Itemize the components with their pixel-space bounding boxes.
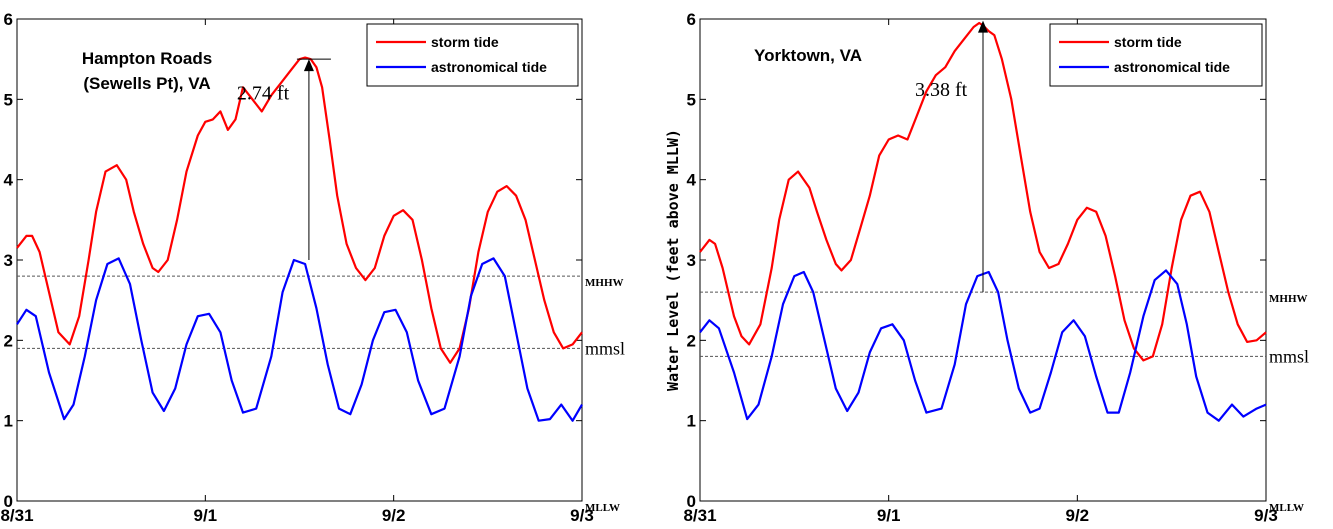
y-tick-label: 4: [4, 171, 14, 190]
x-tick-label: 9/3: [1254, 506, 1278, 525]
legend-label: astronomical tide: [431, 59, 547, 75]
y-tick-label: 6: [687, 10, 696, 29]
legend-label: storm tide: [1114, 34, 1182, 50]
legend: storm tide astronomical tide: [1049, 23, 1263, 87]
x-tick-label: 9/3: [570, 506, 594, 525]
x-tick-label: 8/31: [0, 506, 33, 525]
station-name: Yorktown, VA: [754, 46, 862, 65]
y-tick-label: 0: [687, 492, 696, 511]
legend-label: astronomical tide: [1114, 59, 1230, 75]
series-line-storm-tide: [699, 21, 1267, 362]
y-tick-label: 6: [4, 10, 13, 29]
x-tick-label: 9/1: [877, 506, 901, 525]
annotation-arrow-head: [978, 20, 988, 33]
y-tick-label: 4: [687, 171, 697, 190]
legend-box: [1049, 23, 1263, 87]
station-name: (Sewells Pt), VA: [83, 74, 210, 93]
y-tick-label: 5: [687, 90, 696, 109]
x-tick-label: 9/2: [1066, 506, 1090, 525]
legend-label: storm tide: [431, 34, 499, 50]
reference-label-mhhw: MHHW: [1269, 293, 1308, 305]
y-tick-label: 1: [4, 412, 13, 431]
reference-label-mllw: MLLW: [585, 502, 620, 514]
x-tick-label: 9/1: [194, 506, 218, 525]
legend: storm tide astronomical tide: [366, 23, 579, 87]
y-tick-label: 3: [687, 251, 696, 270]
chart-panel-2: 0 1 2 3 4 5 6 8/31 9/1 9/2 9/3 Water Level (feet ab…: [664, 10, 1309, 525]
y-tick-label: 3: [4, 251, 13, 270]
series-line-astronomical-tide: [699, 269, 1267, 422]
y-tick-label: 2: [687, 331, 696, 350]
y-tick-label: 1: [687, 412, 696, 431]
y-axis-label: Water Level (feet above MLLW): [664, 129, 682, 391]
y-tick-label: 2: [4, 331, 13, 350]
reference-label-mhhw: MHHW: [585, 277, 624, 289]
y-tick-label: 5: [4, 90, 13, 109]
station-name: Hampton Roads: [82, 49, 212, 68]
legend-box: [366, 23, 579, 87]
reference-label-mmsl: mmsl: [1269, 346, 1309, 366]
annotation-label: 3.38 ft: [915, 79, 968, 101]
reference-label-mmsl: mmsl: [585, 338, 625, 358]
x-tick-label: 9/2: [382, 506, 406, 525]
annotation-label: 2.74 ft: [237, 82, 290, 104]
x-tick-label: 8/31: [683, 506, 716, 525]
reference-label-mllw: MLLW: [1269, 502, 1304, 514]
annotation-arrow-head: [303, 59, 314, 72]
series-line-astronomical-tide: [16, 257, 583, 422]
y-tick-label: 0: [4, 492, 13, 511]
